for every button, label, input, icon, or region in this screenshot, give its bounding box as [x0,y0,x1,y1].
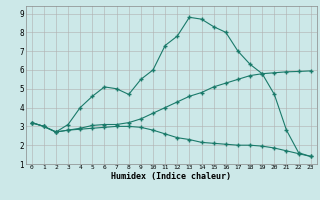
X-axis label: Humidex (Indice chaleur): Humidex (Indice chaleur) [111,172,231,181]
